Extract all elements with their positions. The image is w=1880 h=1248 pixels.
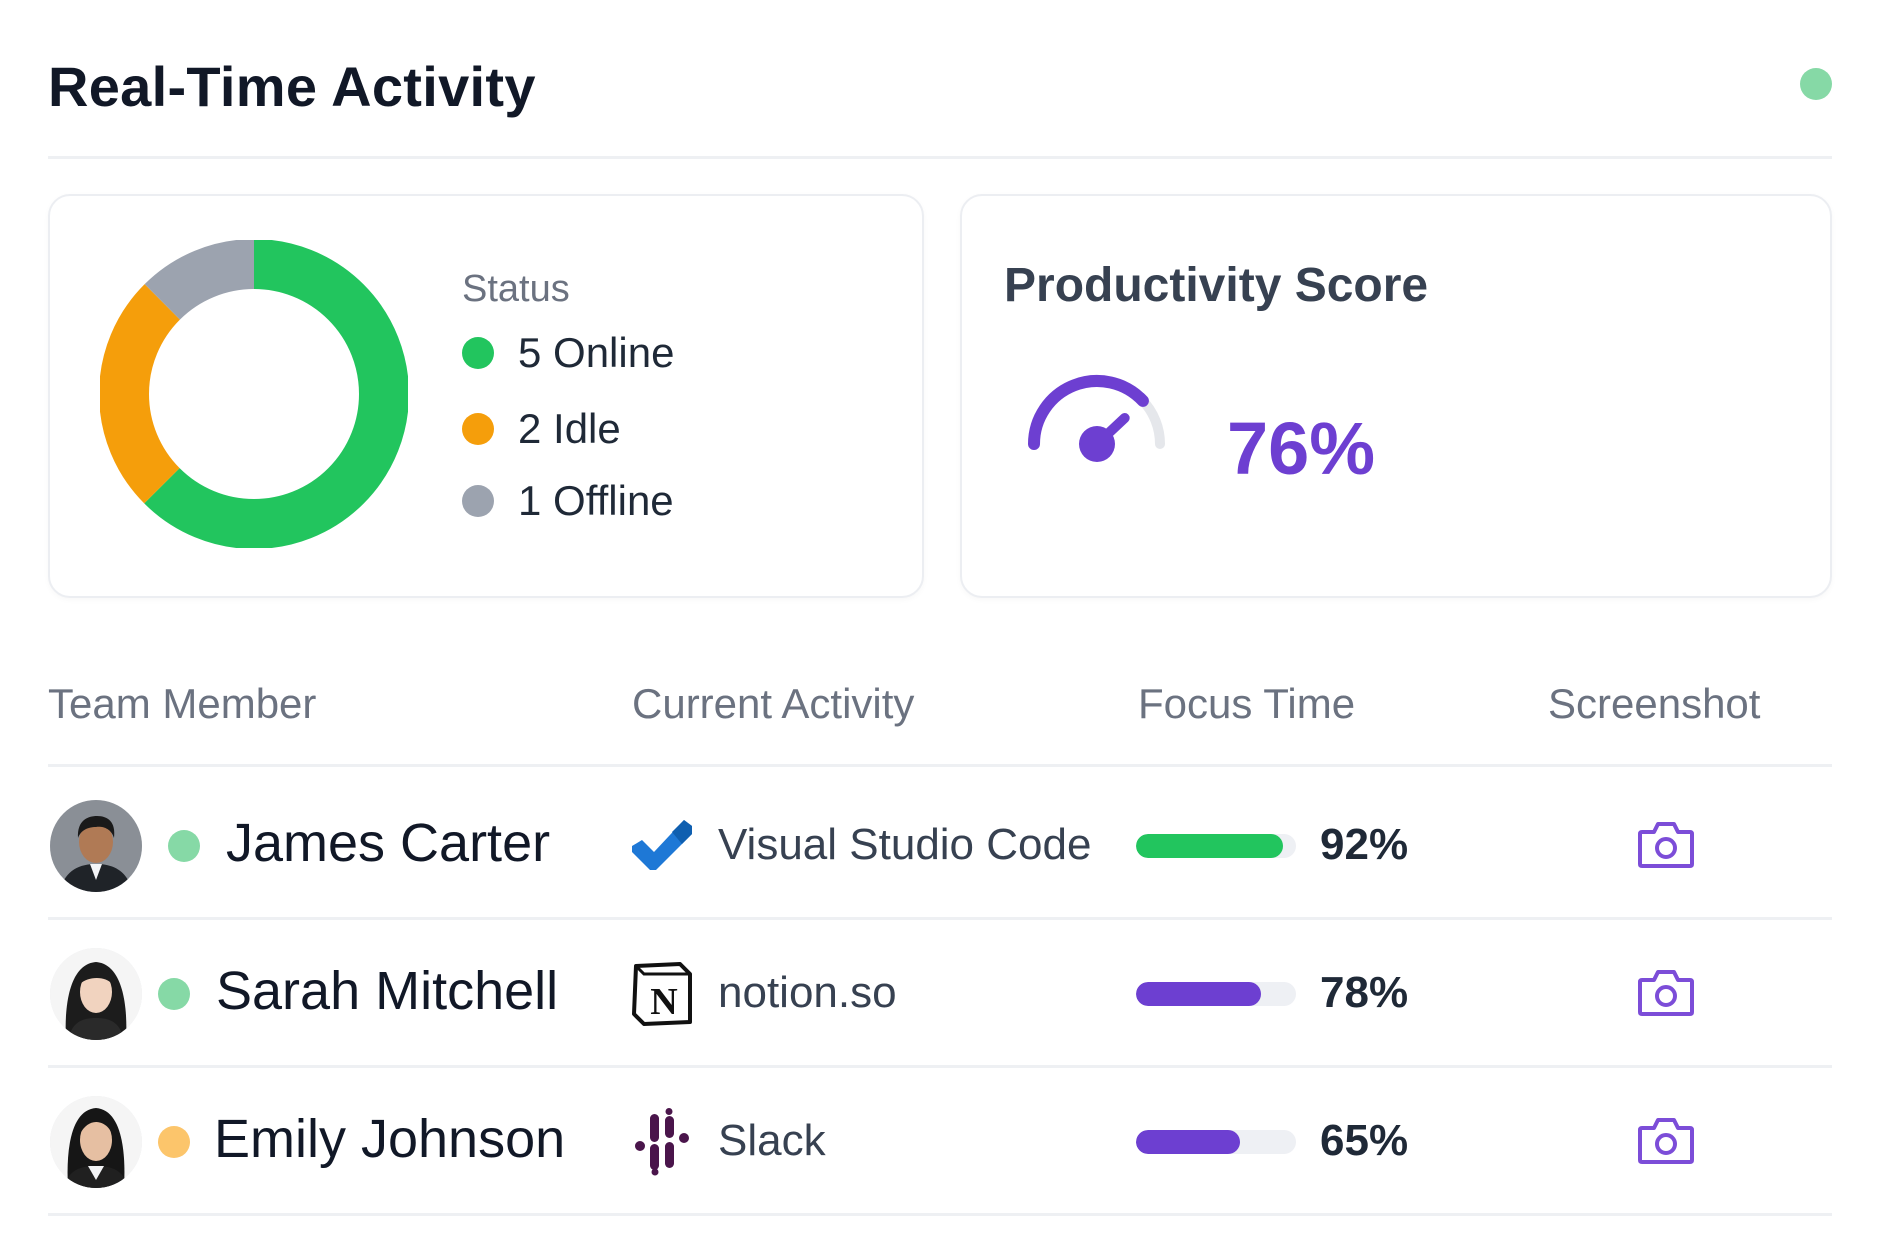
avatar — [50, 800, 142, 892]
focus-percentage: 92% — [1320, 820, 1409, 869]
offline-dot-icon — [462, 485, 494, 517]
legend-label: 2 Idle — [518, 405, 621, 452]
panel-title: Real-Time Activity — [48, 55, 536, 118]
focus-progress-fill — [1136, 982, 1261, 1006]
status-legend-title: Status — [462, 268, 570, 310]
productivity-title: Productivity Score — [1004, 259, 1429, 312]
app-name: Visual Studio Code — [718, 820, 1092, 869]
focus-percentage: 78% — [1320, 968, 1409, 1017]
online-status-dot — [158, 978, 190, 1010]
focus-progress-bar — [1136, 1130, 1296, 1154]
camera-icon[interactable] — [1636, 966, 1696, 1020]
productivity-card: Productivity Score 76% — [960, 194, 1832, 598]
column-header-current-activity: Current Activity — [632, 680, 915, 727]
row-divider — [48, 1065, 1832, 1068]
legend-item-idle: 2 Idle — [462, 404, 621, 454]
camera-icon[interactable] — [1636, 1114, 1696, 1168]
vscode-icon — [632, 820, 692, 870]
member-name: Sarah Mitchell — [216, 961, 559, 1021]
avatar — [50, 1096, 142, 1188]
legend-item-online: 5 Online — [462, 328, 674, 378]
productivity-score-value: 76% — [1227, 407, 1376, 490]
table-row[interactable]: James Carter Visual Studio Code 92% — [48, 772, 1832, 920]
table-row[interactable]: Emily Johnson Slack 65% — [48, 1068, 1832, 1216]
donut-segment-idle — [100, 240, 408, 548]
slack-icon — [635, 1108, 689, 1176]
focus-progress-bar — [1136, 982, 1296, 1006]
legend-label: 1 Offline — [518, 477, 674, 524]
table-header-divider — [48, 764, 1832, 767]
member-name: Emily Johnson — [214, 1109, 566, 1169]
idle-status-dot — [158, 1126, 190, 1158]
header-divider — [48, 156, 1832, 159]
focus-progress-fill — [1136, 834, 1284, 858]
legend-label: 5 Online — [518, 329, 675, 376]
focus-progress-bar — [1136, 834, 1296, 858]
row-divider — [48, 917, 1832, 920]
notion-icon: N — [632, 962, 692, 1026]
donut-segment-offline — [100, 240, 408, 548]
focus-percentage: 65% — [1320, 1116, 1409, 1165]
focus-progress-fill — [1136, 1130, 1240, 1154]
app-name: notion.so — [718, 968, 897, 1017]
table-row[interactable]: Sarah Mitchell N notion.so 78% — [48, 920, 1832, 1068]
panel-header: Real-Time Activity — [48, 40, 1832, 120]
idle-dot-icon — [462, 413, 494, 445]
avatar — [50, 948, 142, 1040]
row-divider — [48, 1213, 1832, 1216]
speedometer-gauge-icon — [1028, 375, 1165, 462]
legend-item-offline: 1 Offline — [462, 476, 674, 526]
app-name: Slack — [718, 1116, 826, 1165]
status-donut-chart — [100, 240, 408, 548]
status-card: Status 5 Online 2 Idle 1 Offline — [48, 194, 924, 598]
online-dot-icon — [462, 337, 494, 369]
column-header-screenshot: Screenshot — [1548, 680, 1761, 727]
live-status-indicator — [1800, 68, 1832, 100]
camera-icon[interactable] — [1636, 818, 1696, 872]
column-header-team-member: Team Member — [48, 680, 317, 727]
column-header-focus-time: Focus Time — [1138, 680, 1356, 727]
member-name: James Carter — [226, 813, 551, 873]
online-status-dot — [168, 830, 200, 862]
svg-text:N: N — [650, 981, 677, 1023]
